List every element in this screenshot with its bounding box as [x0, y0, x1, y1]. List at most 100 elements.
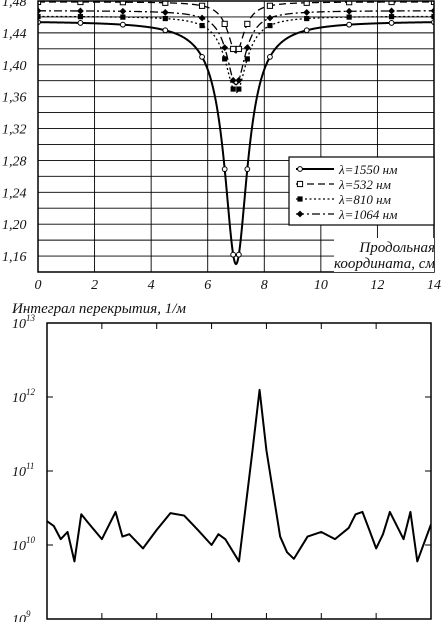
legend-items: λ=1550 нмλ=532 нмλ=810 нмλ=1064 нм	[296, 162, 397, 222]
series-marker	[243, 44, 251, 52]
series-marker	[388, 7, 395, 15]
x-tick-label: 8	[261, 278, 268, 293]
y-tick-label: 1,36	[2, 91, 27, 106]
series-marker	[236, 86, 242, 92]
series-marker	[229, 76, 237, 84]
series-marker	[235, 251, 242, 258]
series-marker	[346, 14, 352, 20]
x-tick-label: 6	[204, 278, 211, 293]
series-marker	[430, 7, 434, 15]
series-marker	[431, 13, 434, 20]
series-line	[38, 1, 434, 54]
series-marker	[161, 9, 169, 16]
legend-label: λ=810 нм	[338, 192, 391, 207]
y-tick-label: 109	[12, 609, 31, 622]
series-marker	[388, 14, 395, 20]
series-marker	[266, 14, 274, 22]
series-marker	[388, 20, 395, 26]
legend-marker	[296, 180, 304, 188]
y-tick-label: 1,44	[2, 27, 27, 42]
series-marker	[303, 9, 311, 16]
series-marker	[38, 7, 42, 15]
series-marker	[77, 14, 84, 20]
series-marker	[244, 56, 250, 62]
x-tick-label: 0	[35, 278, 42, 293]
legend-label: λ=1550 нм	[338, 162, 397, 177]
series-line	[38, 10, 434, 86]
legend-label: λ=1064 нм	[338, 207, 397, 222]
series-line	[38, 21, 434, 266]
y-tick-label: 1010	[12, 535, 36, 554]
bottom-y-tick-labels: 109 1010 1011 1012 1013	[12, 313, 36, 622]
y-tick-label: 1,40	[2, 59, 27, 74]
bottom-ylabel: Интеграл перекрытия, 1/м	[11, 301, 186, 317]
x-tick-label: 2	[91, 278, 98, 293]
top-xlabel-background	[334, 238, 434, 272]
bottom-chart: Интеграл перекрытия, 1/м 109 1010 1011 1012…	[11, 301, 432, 622]
top-xlabel-line2: координата, см	[334, 256, 435, 272]
series-marker	[221, 166, 228, 173]
series-marker	[346, 21, 353, 28]
series-marker	[267, 22, 273, 29]
top-xlabel-line1: Продольная	[358, 240, 435, 256]
series-marker	[199, 53, 205, 60]
bottom-plot-frame	[46, 322, 432, 620]
series-marker	[244, 20, 251, 28]
series-marker	[77, 1, 84, 6]
y-tick-label: 1,28	[2, 154, 27, 169]
series-marker	[120, 14, 126, 20]
series-marker	[222, 56, 228, 62]
series-marker	[230, 251, 237, 258]
series-marker	[235, 45, 242, 53]
x-tick-label: 4	[148, 278, 155, 293]
top-y-tick-labels: 1,16 1,20 1,24 1,28 1,32 1,36 1,40 1,44 1,48	[2, 0, 27, 265]
top-grid	[37, 0, 435, 272]
series-marker	[230, 45, 237, 53]
series-marker	[235, 76, 243, 84]
legend-marker	[296, 210, 304, 218]
top-plot-frame	[37, 0, 435, 273]
legend: λ=1550 нмλ=532 нмλ=810 нмλ=1064 нм	[288, 156, 435, 226]
series-marker	[198, 14, 206, 22]
top-chart: 1,16 1,20 1,24 1,28 1,32 1,36 1,40 1,44 1,48 0 2 4…	[2, 0, 441, 293]
series-marker	[119, 21, 126, 28]
series-marker	[119, 7, 127, 15]
legend-marker	[297, 196, 303, 202]
top-series	[38, 1, 434, 266]
y-tick-label: 1012	[12, 387, 36, 406]
y-tick-label: 1,20	[2, 218, 27, 233]
series-marker	[244, 166, 251, 173]
y-tick-label: 1,32	[2, 123, 27, 138]
bottom-ticks	[46, 322, 432, 620]
bottom-series	[47, 388, 431, 563]
series-marker	[303, 27, 310, 34]
y-tick-label: 1,24	[2, 186, 27, 201]
series-marker	[162, 1, 169, 6]
series-marker	[221, 44, 229, 52]
series-marker	[221, 20, 228, 28]
series-line	[38, 15, 434, 94]
series-marker	[230, 86, 236, 92]
series-marker	[77, 20, 84, 26]
series-marker	[38, 13, 41, 20]
legend-label: λ=532 нм	[338, 177, 391, 192]
x-tick-label: 12	[370, 278, 384, 293]
x-tick-label: 10	[314, 278, 328, 293]
series-marker	[346, 1, 353, 6]
series-marker	[162, 15, 168, 22]
top-x-tick-labels: 0 2 4 6 8 10 12 14	[35, 278, 442, 293]
series-marker	[388, 1, 395, 6]
series-marker	[198, 2, 206, 9]
x-tick-label: 14	[427, 278, 441, 293]
series-marker	[266, 2, 274, 9]
y-tick-label: 1,48	[2, 0, 27, 10]
series-marker	[267, 53, 273, 60]
series-marker	[77, 7, 84, 15]
y-tick-label: 1,16	[2, 250, 27, 265]
series-marker	[119, 1, 126, 6]
overlap-integral-line	[47, 388, 431, 563]
series-marker	[303, 1, 310, 6]
series-marker	[304, 15, 310, 22]
series-marker	[345, 7, 353, 15]
